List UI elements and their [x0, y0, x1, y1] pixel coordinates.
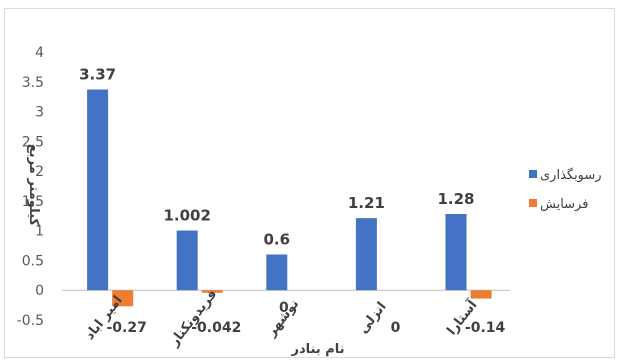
- legend-label-series-1: رسوبگذاری: [540, 167, 602, 183]
- category-label: انزلی: [356, 299, 390, 336]
- data-label-series-2: -0.27: [106, 320, 146, 336]
- y-tick-label: -0.5: [17, 313, 44, 329]
- y-tick-label: 4: [35, 45, 44, 61]
- y-tick-label: 2: [35, 164, 44, 180]
- y-tick-label: 2.5: [22, 134, 44, 150]
- bar-series-2: [470, 290, 492, 299]
- y-tick-label: 0: [35, 283, 44, 299]
- y-tick-label: 1: [35, 224, 44, 240]
- bar-series-1: [87, 89, 109, 291]
- data-label-series-1: 1.002: [163, 207, 210, 225]
- bar-series-1: [176, 230, 198, 291]
- data-labels: 3.37 -0.27 1.002 -0.042 0.6 0 1.21 0 1.28 -0.14: [79, 66, 505, 337]
- legend: رسوبگذاری فرسایش: [529, 167, 602, 212]
- bars: [87, 89, 492, 307]
- category-label: فریدونکنار: [166, 287, 220, 350]
- legend-swatch-series-2: [529, 199, 537, 207]
- bar-series-1: [355, 218, 377, 291]
- legend-item-series-2: فرسایش: [529, 197, 588, 212]
- y-tick-label: 3: [35, 105, 44, 121]
- legend-label-series-2: فرسایش: [540, 197, 588, 212]
- bar-series-1: [445, 213, 467, 291]
- data-label-series-2: -0.14: [465, 320, 506, 336]
- y-tick-label: 3.5: [22, 75, 44, 91]
- bar-series-1: [266, 254, 288, 291]
- y-tick-label: 1.5: [22, 194, 44, 210]
- data-label-series-2: -0.042: [191, 320, 241, 336]
- y-axis-ticks: -0.5 0 0.5 1 1.5 2 2.5 3 3.5 4: [17, 45, 44, 329]
- bar-series-2: [201, 290, 223, 293]
- data-label-series-1: 3.37: [79, 66, 116, 84]
- x-axis-title: نام بنادر: [290, 342, 344, 357]
- data-label-series-1: 1.21: [348, 194, 385, 212]
- data-label-series-1: 1.28: [437, 190, 474, 208]
- data-label-series-1: 0.6: [263, 230, 290, 248]
- legend-item-series-1: رسوبگذاری: [529, 167, 602, 183]
- data-label-series-2: 0: [279, 300, 289, 316]
- legend-swatch-series-1: [529, 170, 537, 178]
- category-labels: امیر اباد فریدونکنار نوشهر انزلی آستارا: [82, 287, 480, 350]
- y-axis-title: کیلومتر مربع: [26, 144, 41, 227]
- bar-series-2: [112, 290, 134, 307]
- data-label-series-2: 0: [391, 320, 401, 336]
- y-tick-label: 0.5: [22, 253, 44, 269]
